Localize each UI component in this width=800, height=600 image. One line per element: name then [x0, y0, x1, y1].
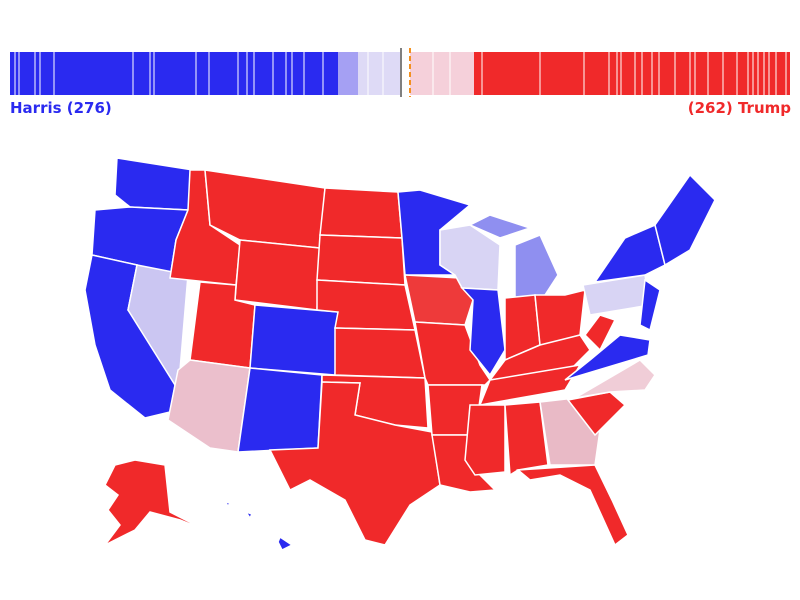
harris-label: Harris (276): [10, 99, 112, 117]
trump-label: (262) Trump: [688, 99, 792, 117]
tally-bar: [10, 48, 790, 97]
states: [84, 157, 716, 552]
